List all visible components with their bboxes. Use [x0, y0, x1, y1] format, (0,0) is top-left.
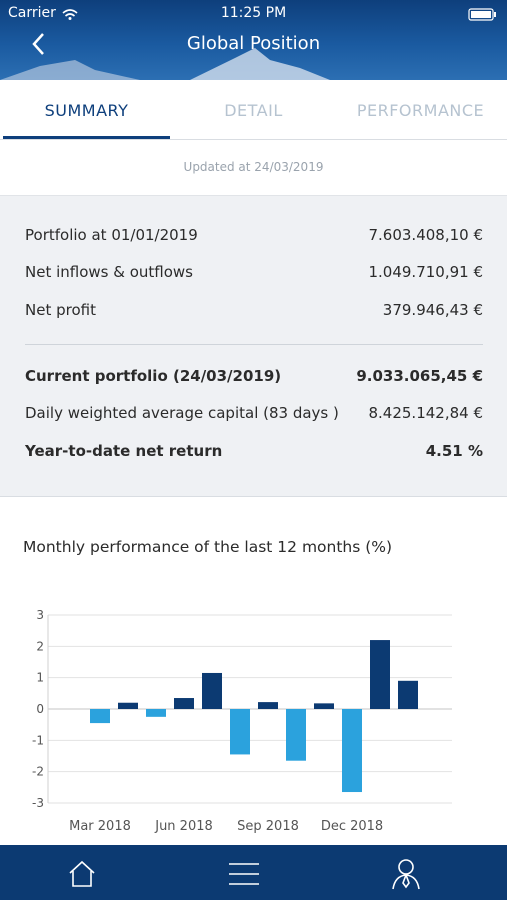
- bar: [258, 702, 278, 709]
- bar: [202, 672, 222, 709]
- row-value: 1.049.710,91 €: [368, 263, 483, 281]
- row-label: Year-to-date net return: [25, 442, 223, 460]
- bar: [90, 709, 110, 724]
- row-label: Portfolio at 01/01/2019: [25, 226, 198, 244]
- nav-icons: [69, 859, 420, 890]
- summary-panel: Portfolio at 01/01/2019 7.603.408,10 € Ne…: [0, 195, 507, 497]
- updated-label: Updated at 24/03/2019: [183, 160, 324, 174]
- chart-title: Monthly performance of the last 12 month…: [23, 538, 393, 556]
- profile-icon[interactable]: [392, 859, 420, 890]
- wifi-icon: [62, 9, 78, 17]
- bar: [314, 703, 334, 709]
- bar: [118, 702, 138, 709]
- bar: [370, 640, 390, 709]
- bar: [286, 709, 306, 761]
- bar: [398, 680, 418, 709]
- y-tick-label: 2: [36, 639, 44, 653]
- total-row: Current portfolio (24/03/2019) 9.033.065,…: [25, 367, 483, 385]
- total-row: Year-to-date net return 4.51 %: [25, 442, 483, 460]
- tab[interactable]: DETAIL: [224, 101, 283, 120]
- tab[interactable]: SUMMARY: [44, 101, 129, 120]
- summary-row: Net profit 379.946,43 €: [25, 301, 483, 319]
- bar: [146, 709, 166, 717]
- x-tick-label: Jun 2018: [154, 819, 213, 834]
- menu-icon[interactable]: [229, 863, 259, 885]
- x-tick-label: Dec 2018: [321, 819, 383, 834]
- row-value: 379.946,43 €: [382, 301, 483, 319]
- home-icon[interactable]: [69, 860, 95, 887]
- summary-row: Portfolio at 01/01/2019 7.603.408,10 €: [25, 226, 483, 244]
- y-tick-label: 1: [36, 671, 44, 685]
- row-value: 9.033.065,45 €: [356, 367, 483, 385]
- y-tick-label: -2: [32, 765, 44, 779]
- chart: -3 -2 -1 0 1 2 3 Mar 2018 Jun 2018 Sep 2018 Dec 20…: [32, 608, 452, 834]
- header: Carrier 11:25 PM Global Position: [0, 0, 507, 80]
- back-button[interactable]: [32, 33, 44, 55]
- bottom-nav: [0, 845, 507, 900]
- y-tick-label: -1: [32, 733, 44, 747]
- row-value: 4.51 %: [425, 442, 483, 460]
- summary-row: Net inflows & outflows 1.049.710,91 €: [25, 263, 483, 281]
- total-row: Daily weighted average capital (83 days …: [25, 404, 483, 422]
- x-tick-label: Sep 2018: [237, 819, 299, 834]
- x-tick-label: Mar 2018: [69, 819, 131, 834]
- tab-indicator: [3, 136, 170, 139]
- row-value: 8.425.142,84 €: [368, 404, 483, 422]
- row-label: Net profit: [25, 301, 96, 319]
- separator: [25, 344, 483, 345]
- bar: [174, 698, 194, 709]
- row-label: Net inflows & outflows: [25, 263, 193, 281]
- tab[interactable]: PERFORMANCE: [356, 101, 485, 120]
- bar: [342, 709, 362, 793]
- y-tick-label: 0: [36, 702, 44, 716]
- clock: 11:25 PM: [220, 5, 287, 21]
- row-label: Daily weighted average capital (83 days …: [25, 404, 339, 422]
- page-title: Global Position: [186, 33, 321, 54]
- tab-bar: SUMMARY DETAIL PERFORMANCE: [0, 80, 507, 140]
- carrier: Carrier: [8, 5, 56, 21]
- bar: [230, 709, 250, 755]
- y-tick-label: 3: [36, 608, 44, 622]
- y-tick-label: -3: [32, 796, 44, 810]
- row-value: 7.603.408,10 €: [368, 226, 483, 244]
- header-art: [0, 8, 496, 80]
- row-label: Current portfolio (24/03/2019): [25, 367, 282, 385]
- battery: [468, 8, 494, 21]
